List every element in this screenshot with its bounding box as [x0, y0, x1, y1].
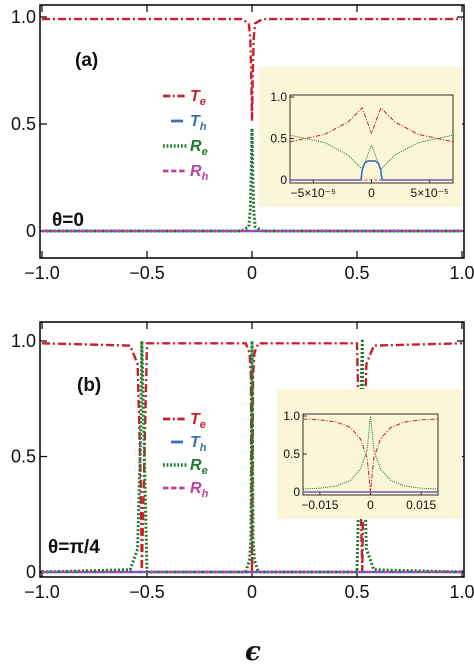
panel-a-inset-y-tick-label: 1.0	[270, 90, 287, 104]
panel-b-x-tick-label: 0.5	[344, 582, 369, 602]
panel-b-inset-series	[302, 415, 439, 493]
x-axis-label: ϵ	[245, 637, 261, 667]
panel-a-legend-item-r-e: Re	[163, 138, 208, 158]
panel-a-legend-label: Th	[190, 113, 207, 133]
panel-b-legend-label: Re	[190, 457, 208, 477]
panel-a-inset-background	[259, 67, 462, 207]
panel-a-inset-series-t-e	[289, 107, 454, 143]
panel-a-x-tick-label: 1.0	[449, 263, 474, 283]
panel-b-y-tick-label: 0	[26, 562, 36, 582]
panel-a-inset-x-tick-label: 5×10⁻⁵	[411, 186, 449, 200]
panel-b-inset-x-tick-label: 0	[367, 498, 374, 512]
panel-b-y-tick-label: 0.5	[11, 447, 36, 467]
panel-a-x-tick-label: 0.5	[344, 263, 369, 283]
panel-b-inset-y-tick-label: 0.5	[283, 447, 300, 461]
panel-a-inset-ticks: −5×10⁻⁵ 0 5×10⁻⁵ 0 0.5 1.0	[270, 90, 449, 200]
panel-a-inset-y-tick-label: 0	[280, 173, 287, 187]
panel-b-inset-y-tick-label: 0	[293, 485, 300, 499]
panel-a-inset-x-tick-label: −5×10⁻⁵	[291, 186, 336, 200]
panel-b-x-tick-label: 0	[247, 582, 257, 602]
panel-b-series-r-e	[41, 339, 463, 574]
panel-b-legend: Te Th Re Rh	[163, 411, 209, 500]
panel-a-ticks: −1.0 −0.5 0 0.5 1.0 0 0.5 1.0	[11, 5, 474, 283]
panel-b-inset-x-tick-label: 0.015	[406, 498, 436, 512]
panel-a-legend-label: Te	[190, 88, 206, 108]
panel-b-inset-series-r-e	[302, 415, 439, 490]
panel-b-legend-item-r-h: Rh	[163, 480, 209, 500]
panel-a-y-tick-label: 0.5	[11, 114, 36, 134]
panel-a-inset-series-t-h	[290, 160, 453, 181]
panel-a-series-r-e	[42, 126, 462, 233]
panel-b-legend-label: Te	[190, 411, 206, 431]
panel-b-x-tick-label: −0.5	[129, 582, 165, 602]
panel-b: −1.0 −0.5 0 0.5 1.0 0 0.5 1.0 (b) θ=π/4 Te Th Re R…	[11, 321, 474, 602]
panel-b-legend-label: Rh	[190, 480, 209, 500]
panel-a: −1.0 −0.5 0 0.5 1.000.51.0 (a) θ=0 TeThReRh …	[11, 4, 474, 283]
panel-b-inset-x-tick-label: −0.015	[301, 498, 338, 512]
panel-b-inset-background	[277, 389, 462, 519]
panel-a-series-t-e	[42, 17, 462, 121]
panel-b-legend-item-t-e: Te	[163, 411, 206, 431]
panel-a-inset: −5×10⁻⁵ 0 5×10⁻⁵ 0 0.5 1.0	[259, 67, 462, 207]
panel-b-inset-y-tick-label: 1.0	[283, 409, 300, 423]
panel-a-inset-series	[289, 107, 454, 181]
panel-a-inset-y-tick-label: 0.5	[270, 132, 287, 146]
panel-a-legend-label: Re	[190, 138, 208, 158]
panel-b-y-tick-label: 1.0	[11, 331, 36, 351]
panel-a-series	[42, 17, 462, 233]
panel-b-legend-item-r-e: Re	[163, 457, 208, 477]
panel-a-inset-series-r-e	[289, 134, 454, 170]
panel-a-inset-x-tick-label: 0	[368, 186, 375, 200]
panel-a-y-tick-label: 0	[26, 221, 36, 241]
panel-a-legend-label: Rh	[190, 163, 209, 183]
panel-b-label: (b)	[77, 375, 101, 396]
panel-b-legend-label: Th	[190, 434, 207, 454]
panel-a-label: (a)	[75, 50, 98, 71]
panel-a-legend-item-r-h: Rh	[163, 163, 209, 183]
panel-b-annotation: θ=π/4	[48, 537, 100, 558]
panel-b-legend-item-t-h: Th	[163, 434, 207, 454]
panel-a-x-tick-label: 0	[247, 263, 257, 283]
panel-a-annotation: θ=0	[52, 210, 84, 231]
panel-a-legend-item-t-e: Te	[163, 88, 206, 108]
panel-b-x-tick-label: −1.0	[24, 582, 60, 602]
panel-b-x-tick-label: 1.0	[449, 582, 474, 602]
panel-a-x-tick-label: −0.5	[129, 263, 165, 283]
panel-a-x-tick-label: −1.0	[24, 263, 60, 283]
panel-a-legend: Te Th Re Rh	[163, 88, 209, 183]
panel-a-y-tick-label: 1.0	[11, 7, 36, 27]
panel-a-legend-item-t-h: Th	[163, 113, 207, 133]
